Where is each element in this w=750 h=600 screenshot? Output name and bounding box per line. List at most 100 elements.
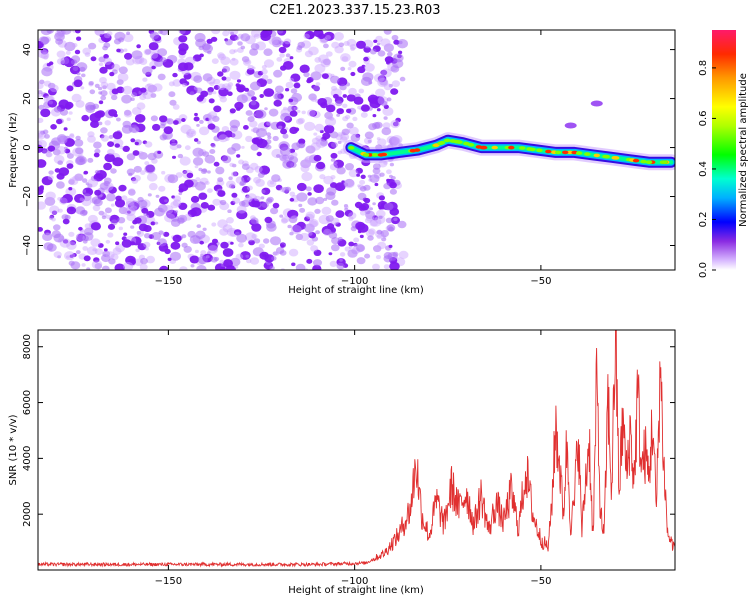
noise-blob [40,36,50,45]
noise-blob [87,157,94,163]
noise-blob [355,167,363,174]
top-x-axis-label: Height of straight line (km) [288,285,424,296]
noise-blob [75,250,81,255]
noise-blob [113,113,118,118]
noise-blob [268,108,279,117]
noise-blob [326,104,336,113]
noise-blob [353,96,364,105]
noise-blob [172,199,182,207]
noise-blob [131,50,143,60]
noise-blob [386,97,392,102]
noise-blob [48,88,57,96]
noise-blob [230,31,235,36]
noise-blob [126,210,131,214]
noise-blob [296,192,308,202]
noise-blob [229,58,239,66]
noise-blob [198,45,204,51]
noise-blob [255,109,267,119]
noise-blob [136,102,146,110]
noise-blob [207,251,211,255]
noise-blob [143,225,152,232]
noise-blob [392,59,404,69]
noise-blob [338,42,344,48]
noise-blob [304,121,316,131]
noise-blob [247,90,256,97]
noise-blob [144,49,152,55]
y-tick-label: −20 [22,186,33,207]
noise-blob [80,210,88,217]
noise-blob [119,145,124,150]
noise-blob [285,186,291,192]
noise-blob [152,83,163,92]
noise-blob [56,118,63,125]
noise-blob [186,85,198,95]
signal-hotspot [362,153,370,157]
noise-blob [164,199,168,203]
noise-blob [325,35,331,40]
noise-blob [84,52,91,57]
noise-blob [126,213,136,222]
noise-blob [288,98,294,103]
noise-blob [157,150,162,154]
noise-blob [289,56,294,60]
noise-blob [88,81,94,86]
noise-blob [382,106,394,116]
noise-blob [74,49,81,55]
bottom-y-axis-label: SNR (10 * v/v) [8,414,19,485]
noise-blob [38,132,43,138]
noise-blob [257,172,265,178]
noise-blob [87,178,99,188]
noise-blob [241,186,251,193]
noise-blob [356,257,366,265]
noise-blob [199,240,204,245]
noise-blob [146,172,158,182]
noise-blob [178,192,183,196]
noise-blob [290,151,298,158]
noise-blob [53,106,62,113]
noise-blob [339,108,344,112]
signal-hotspot [444,138,451,143]
noise-blob [69,240,77,246]
noise-blob [48,100,53,105]
noise-blob [231,171,238,177]
noise-blob [339,84,347,91]
noise-blob [290,88,298,94]
noise-blob [279,214,284,218]
noise-blob [259,251,270,260]
noise-blob [151,53,161,62]
noise-blob [144,141,153,148]
y-tick-label: 8000 [22,334,33,359]
noise-blob [250,128,255,132]
noise-blob [361,64,366,68]
noise-blob [331,237,340,245]
colorbar-ticks: 0.0 0.2 0.4 0.6 0.8 [698,60,716,278]
noise-blob [325,230,329,234]
noise-blob [373,39,378,43]
noise-blob [383,202,394,211]
noise-blob [372,163,381,170]
noise-blob [213,85,220,90]
noise-blob [190,207,202,217]
noise-blob [99,66,108,74]
colorbar-tick-label: 0.0 [698,262,709,278]
noise-blob [159,115,168,123]
noise-blob [117,72,129,82]
noise-blob [341,180,346,184]
noise-blob [251,137,260,145]
noise-blob [142,77,148,82]
noise-blob [100,81,109,89]
noise-blob [246,68,255,75]
noise-blob [170,201,179,209]
noise-blob [363,46,372,53]
noise-blob [308,232,317,239]
noise-blob [249,81,261,91]
noise-blob [143,241,151,248]
noise-blob [138,152,148,160]
noise-blob [194,138,199,142]
noise-blob [115,244,125,253]
noise-blob [389,162,394,167]
noise-blob [130,200,141,209]
noise-blob [335,134,343,141]
noise-blob [60,30,72,35]
noise-blob [100,90,108,97]
